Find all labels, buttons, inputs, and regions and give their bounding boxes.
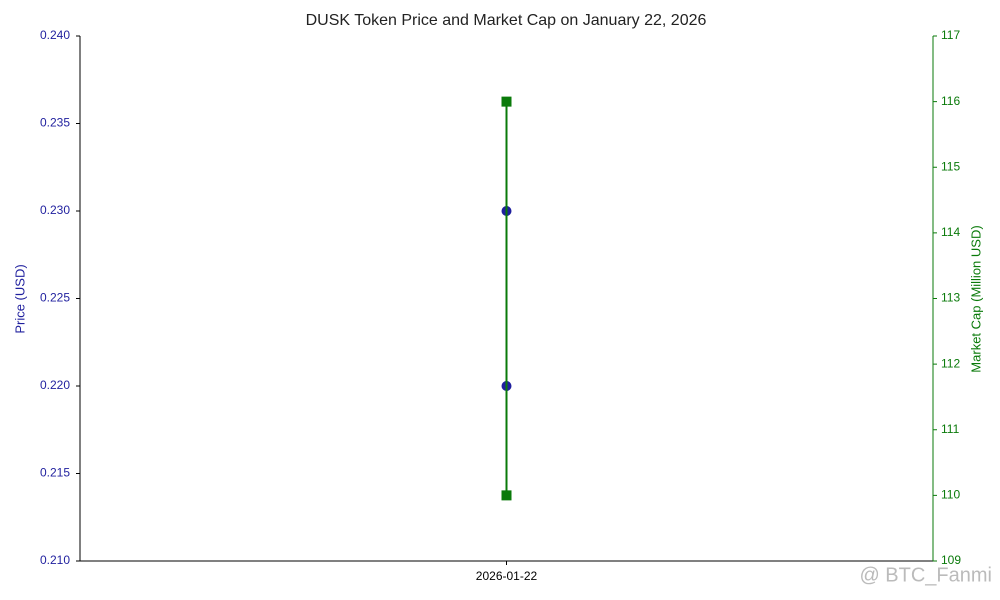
- watermark: @ BTC_Fanmi: [859, 564, 992, 586]
- y2-tick-label: 109: [941, 553, 961, 567]
- point: [501, 490, 512, 501]
- y-tick-label: 0.240: [40, 28, 70, 42]
- y2-tick-label: 114: [941, 225, 960, 239]
- y2-tick-label: 113: [941, 291, 960, 305]
- y-tick-label: 0.215: [40, 466, 70, 480]
- y2-tick-label: 117: [941, 28, 960, 42]
- chart-title: DUSK Token Price and Market Cap on Janua…: [306, 12, 707, 29]
- y-axis-label: Price (USD): [12, 264, 27, 333]
- y-tick-label: 0.225: [40, 291, 70, 305]
- y2-tick-label: 112: [941, 356, 960, 370]
- y-tick-label: 0.230: [40, 203, 70, 217]
- point: [501, 96, 512, 107]
- y-tick-label: 0.220: [40, 378, 70, 392]
- y2-axis-label: Market Cap (Million USD): [968, 225, 983, 372]
- y2-tick-label: 111: [941, 422, 960, 436]
- y2-tick-label: 116: [941, 94, 960, 108]
- x-tick-label: 2026-01-22: [476, 569, 538, 583]
- y2-tick-label: 110: [941, 488, 960, 502]
- y-tick-label: 0.210: [40, 553, 70, 567]
- y-tick-label: 0.235: [40, 116, 70, 130]
- y2-tick-label: 115: [941, 159, 960, 173]
